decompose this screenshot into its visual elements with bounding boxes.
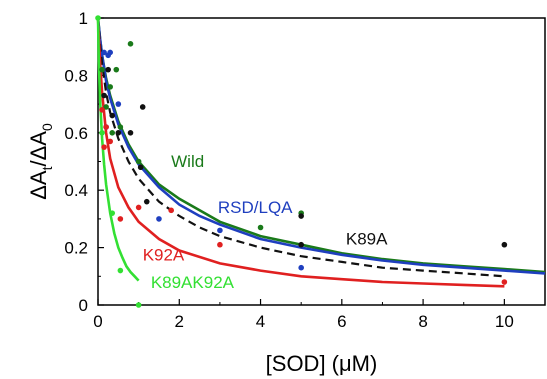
y-axis-label-main: ΔA <box>26 170 51 200</box>
x-tick-label: 0 <box>93 312 102 331</box>
point-wild <box>117 124 124 130</box>
y-tick-label: 0.4 <box>64 181 88 200</box>
point-k89a <box>298 213 304 219</box>
point-k89a <box>137 164 144 171</box>
curve-k89ak92a <box>96 17 140 282</box>
y-axis-label-sub-t: t <box>39 166 55 170</box>
point-k92a <box>217 241 223 248</box>
point-rsd-lqa <box>156 216 162 222</box>
curve-wild <box>96 17 546 274</box>
series-label: K89A <box>346 230 388 249</box>
point-k89ak92a <box>109 210 116 216</box>
point-rsd-lqa <box>107 49 113 56</box>
point-k92a <box>168 207 174 214</box>
x-tick-label: 2 <box>175 312 184 331</box>
point-k92a <box>135 204 142 211</box>
y-axis-label-slash: /ΔA <box>26 131 51 167</box>
point-k89a <box>101 92 107 99</box>
series-label: RSD/LQA <box>218 198 293 217</box>
point-k89ak92a <box>135 302 142 308</box>
point-k89a <box>115 130 122 136</box>
point-k89ak92a <box>117 267 124 274</box>
point-rsd-lqa <box>217 227 223 234</box>
point-k89a <box>139 104 146 110</box>
point-k92a <box>501 279 508 285</box>
y-tick-label: 0.2 <box>64 239 88 258</box>
point-rsd-lqa <box>115 101 122 107</box>
y-tick-label: 1 <box>79 9 88 28</box>
y-axis-label: ΔAt/ΔA0 <box>26 123 55 200</box>
y-tick-label: 0.6 <box>64 124 88 143</box>
y-axis-label-sub-0: 0 <box>39 123 55 131</box>
point-k89a <box>109 112 116 119</box>
y-tick-label: 0 <box>79 296 88 315</box>
point-wild <box>135 158 142 165</box>
series-label: K92A <box>143 246 185 265</box>
curve-rsd-lqa <box>96 17 546 275</box>
point-k89a <box>143 198 150 205</box>
x-tick-label: 10 <box>495 312 514 331</box>
point-k92a <box>107 138 113 145</box>
point-k89a <box>127 130 134 136</box>
curve-k89a <box>96 17 505 278</box>
point-k89a <box>501 241 508 248</box>
point-wild <box>127 41 134 47</box>
point-wild <box>257 224 264 231</box>
point-k92a <box>101 144 107 150</box>
x-tick-label: 8 <box>418 312 427 331</box>
y-tick-label: 0.8 <box>64 66 88 85</box>
point-k92a <box>117 216 124 222</box>
point-wild <box>113 66 120 73</box>
series-label: Wild <box>171 152 204 171</box>
x-tick-label: 6 <box>337 312 346 331</box>
point-wild <box>109 130 116 136</box>
point-k92a <box>103 124 109 130</box>
point-wild <box>103 104 109 110</box>
point-k89ak92a <box>95 15 101 21</box>
point-wild <box>107 84 113 90</box>
series-label: K89AK92A <box>151 273 235 292</box>
point-k89a <box>105 66 111 73</box>
data-points <box>95 15 508 308</box>
x-axis-ticks: 0 2 4 6 8 10 <box>93 299 546 331</box>
point-rsd-lqa <box>101 49 107 56</box>
point-rsd-lqa <box>298 264 304 271</box>
point-wild <box>99 66 105 73</box>
point-k92a <box>99 107 105 113</box>
point-k89ak92a <box>99 130 105 136</box>
x-tick-label: 4 <box>256 312 265 331</box>
x-axis-label: [SOD] (μM) <box>266 351 378 376</box>
point-k89a <box>298 241 304 248</box>
